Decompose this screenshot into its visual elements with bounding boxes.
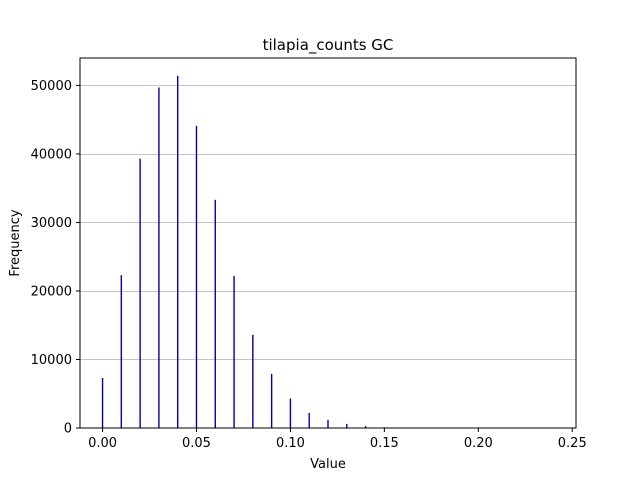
chart-title: tilapia_counts GC <box>263 36 394 55</box>
histogram-bar <box>139 158 141 428</box>
x-axis-title: Value <box>310 457 346 472</box>
histogram-bar <box>252 334 254 428</box>
histogram-bar <box>101 377 104 428</box>
y-tick-label: 40000 <box>31 147 72 162</box>
histogram-bar <box>233 275 235 428</box>
x-tick-label: 0.10 <box>276 436 305 451</box>
y-tick-label: 20000 <box>31 284 72 299</box>
histogram-bar <box>346 423 348 428</box>
x-tick-label: 0.05 <box>182 436 211 451</box>
histogram-bar <box>120 275 123 428</box>
y-tick-label: 30000 <box>31 216 72 231</box>
histogram-bar <box>195 125 198 428</box>
y-axis-ticks: 0 10000 20000 30000 40000 50000 <box>31 79 80 437</box>
x-axis-ticks: 0.00 0.05 0.10 0.15 0.20 0.25 <box>88 428 587 451</box>
y-tick-label: 0 <box>64 422 72 437</box>
x-tick-label: 0.00 <box>88 436 117 451</box>
histogram-bar <box>177 75 179 428</box>
grid-layer <box>80 85 576 360</box>
histogram-bar <box>270 373 273 428</box>
x-tick-label: 0.15 <box>370 436 399 451</box>
histogram-bar <box>214 199 216 428</box>
x-tick-label: 0.20 <box>464 436 493 451</box>
histogram-bar <box>308 412 310 428</box>
plot-frame <box>79 57 577 429</box>
bars-layer <box>101 75 404 429</box>
histogram-bar <box>289 398 292 428</box>
y-tick-label: 10000 <box>31 353 72 368</box>
histogram-bar <box>364 425 367 428</box>
histogram-bar <box>158 87 160 429</box>
y-tick-label: 50000 <box>31 79 72 94</box>
y-axis-title: Frequency <box>8 209 23 276</box>
histogram-bar <box>327 419 329 428</box>
x-tick-label: 0.25 <box>558 436 587 451</box>
